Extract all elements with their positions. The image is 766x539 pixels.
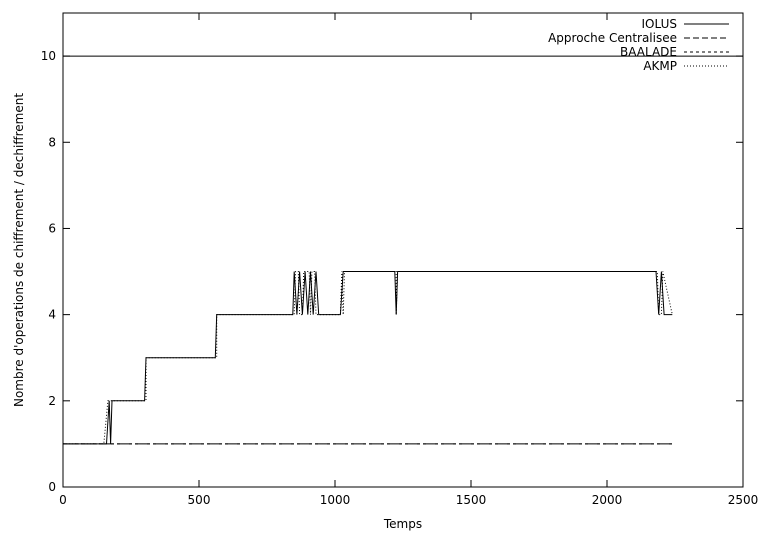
x-tick-label: 500: [188, 493, 211, 507]
series-layer: [63, 55, 743, 445]
legend-label: Approche Centralisee: [548, 31, 677, 45]
legend-label: BAALADE: [620, 45, 677, 59]
y-tick-label: 8: [48, 135, 56, 149]
legend-label: IOLUS: [642, 17, 677, 31]
legend-label: AKMP: [643, 59, 677, 73]
x-tick-label: 2000: [592, 493, 623, 507]
y-tick-label: 6: [48, 221, 56, 235]
x-tick-label: 0: [59, 493, 67, 507]
x-tick-label: 2500: [728, 493, 759, 507]
y-tick-label: 10: [41, 49, 56, 63]
x-axis-label: Temps: [383, 517, 422, 531]
ticks: 0 500 1000 1500 2000 2500 0 2 4 6 8 10: [41, 13, 759, 507]
plot-frame: [62, 12, 744, 488]
x-tick-label: 1500: [456, 493, 487, 507]
x-tick-label: 1000: [320, 493, 351, 507]
y-tick-label: 4: [48, 308, 56, 322]
y-axis-label: Nombre d'operations de chiffrement / dec…: [12, 93, 26, 407]
series-line-4: [63, 271, 673, 445]
y-tick-label: 2: [48, 394, 56, 408]
y-tick-label: 0: [48, 480, 56, 494]
